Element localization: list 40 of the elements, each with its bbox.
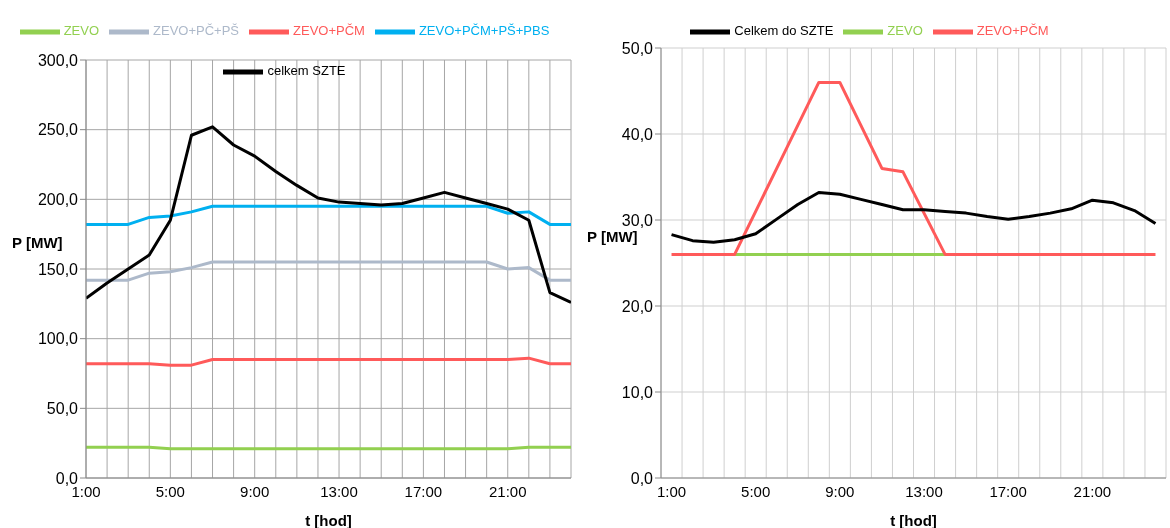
line-series: [670, 80, 1157, 256]
y-tick-label: 40,0: [621, 125, 654, 143]
legend-label: ZEVO+PČM+PŠ+PBS: [418, 23, 550, 39]
y-tick-label: 50,0: [46, 400, 79, 418]
x-tick-label: 21:00: [488, 482, 527, 500]
x-tick-label: 21:00: [1073, 482, 1112, 500]
y-tick-label: 200,0: [37, 191, 79, 209]
line-series: [86, 204, 571, 226]
x-tick-label: 5:00: [741, 482, 771, 500]
y-tick-label: 10,0: [621, 383, 654, 401]
y-tick-label: 30,0: [621, 211, 654, 229]
x-tick-label: 5:00: [155, 482, 185, 500]
x-tick-label: 13:00: [905, 482, 943, 500]
y-tick-label: 20,0: [621, 297, 654, 315]
x-tick-label: 9:00: [240, 482, 270, 500]
y-tick-label: 0,0: [630, 469, 654, 487]
x-tick-label: 13:00: [320, 482, 358, 500]
y-tick-label: 300,0: [37, 51, 79, 69]
x-tick-label: 17:00: [989, 482, 1027, 500]
legend-label: Celkem do SZTE: [734, 23, 834, 39]
line-series: [86, 125, 571, 304]
legend-label: ZEVO+PČM: [293, 23, 365, 39]
legend-label: ZEVO: [63, 23, 100, 39]
legend-label: ZEVO+PČM: [976, 23, 1049, 39]
legend-label: celkem SZTE: [267, 63, 346, 79]
legend-label: ZEVO+PČ+PŠ: [153, 23, 240, 39]
x-tick-label: 1:00: [656, 482, 687, 500]
x-tick-label: 17:00: [404, 482, 443, 500]
y-axis-title: P [MW]: [12, 234, 63, 252]
y-axis-title: P [MW]: [587, 227, 638, 245]
y-tick-label: 100,0: [37, 330, 79, 348]
line-series: [670, 190, 1157, 244]
y-tick-label: 250,0: [37, 121, 79, 139]
legend-label: ZEVO: [887, 23, 923, 39]
line-series: [86, 356, 571, 367]
y-tick-label: 50,0: [621, 39, 654, 57]
y-tick-label: 0,0: [55, 469, 79, 487]
line-series: [86, 260, 571, 282]
y-tick-label: 150,0: [37, 260, 79, 278]
x-tick-label: 9:00: [825, 482, 855, 500]
